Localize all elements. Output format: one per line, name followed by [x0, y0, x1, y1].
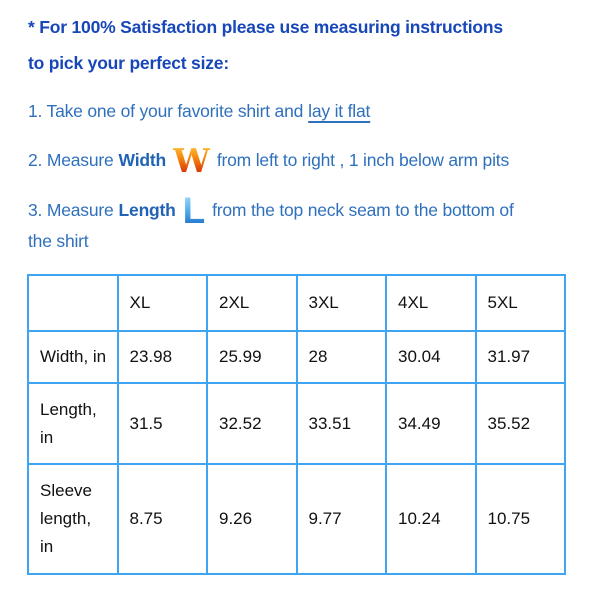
- width-4xl-value: 30.04: [385, 330, 477, 384]
- width-5xl-value: 31.97: [474, 330, 566, 384]
- width-3xl-value: 28: [295, 330, 387, 384]
- header-cell-5xl: 5XL: [474, 274, 566, 332]
- table-row-sleeve-length: Sleeve length, in 8.75 9.26 9.77 10.24 1…: [27, 463, 566, 575]
- instruction-step-2: 2. Measure Width W from left to right , …: [28, 141, 509, 179]
- step3-text-after: from the top neck seam to the bottom of: [212, 199, 514, 220]
- length-4xl-value: 34.49: [385, 382, 477, 465]
- sleeve-3xl-value: 9.77: [295, 463, 387, 575]
- step1-underlined-text: lay it flat: [308, 100, 371, 121]
- step2-text-after: from left to right , 1 inch below arm pi…: [216, 149, 509, 170]
- sleeve-xl-value: 8.75: [116, 463, 208, 575]
- step3-text-before: 3. Measure: [28, 199, 114, 220]
- length-2xl-value: 32.52: [206, 382, 298, 465]
- width-w-icon: W: [172, 140, 210, 180]
- size-chart-table: XL 2XL 3XL 4XL 5XL Width, in 23.98 25.99…: [27, 274, 566, 575]
- header-cell-xl: XL: [116, 274, 208, 332]
- width-xl-value: 23.98: [116, 330, 208, 384]
- instruction-step-3: 3. Measure Length L from the top neck se…: [28, 190, 514, 230]
- step1-text: 1. Take one of your favorite shirt and: [28, 100, 304, 121]
- table-row-length: Length, in 31.5 32.52 33.51 34.49 35.52: [27, 382, 566, 465]
- width-2xl-value: 25.99: [206, 330, 298, 384]
- row-label-width: Width, in: [27, 330, 119, 384]
- length-3xl-value: 33.51: [295, 382, 387, 465]
- table-row-width: Width, in 23.98 25.99 28 30.04 31.97: [27, 330, 566, 384]
- sleeve-5xl-value: 10.75: [474, 463, 566, 575]
- page-title-line-2: to pick your perfect size:: [28, 53, 229, 73]
- table-header-row: XL 2XL 3XL 4XL 5XL: [27, 274, 566, 332]
- step3-bold-word: Length: [118, 199, 176, 220]
- header-cell-3xl: 3XL: [295, 274, 387, 332]
- step2-text-before: 2. Measure: [28, 149, 114, 170]
- row-label-sleeve-length: Sleeve length, in: [27, 463, 119, 575]
- length-l-icon: L: [182, 189, 206, 231]
- header-cell-empty: [27, 274, 119, 332]
- row-label-length: Length, in: [27, 382, 119, 465]
- length-xl-value: 31.5: [116, 382, 208, 465]
- instruction-step-1: 1. Take one of your favorite shirt and l…: [28, 99, 370, 123]
- header-cell-4xl: 4XL: [385, 274, 477, 332]
- page-title-line-1: * For 100% Satisfaction please use measu…: [28, 17, 503, 37]
- sleeve-4xl-value: 10.24: [385, 463, 477, 575]
- step2-bold-word: Width: [118, 149, 167, 170]
- header-cell-2xl: 2XL: [206, 274, 298, 332]
- instruction-step-3-wrap: the shirt: [28, 231, 89, 251]
- length-5xl-value: 35.52: [474, 382, 566, 465]
- sleeve-2xl-value: 9.26: [206, 463, 298, 575]
